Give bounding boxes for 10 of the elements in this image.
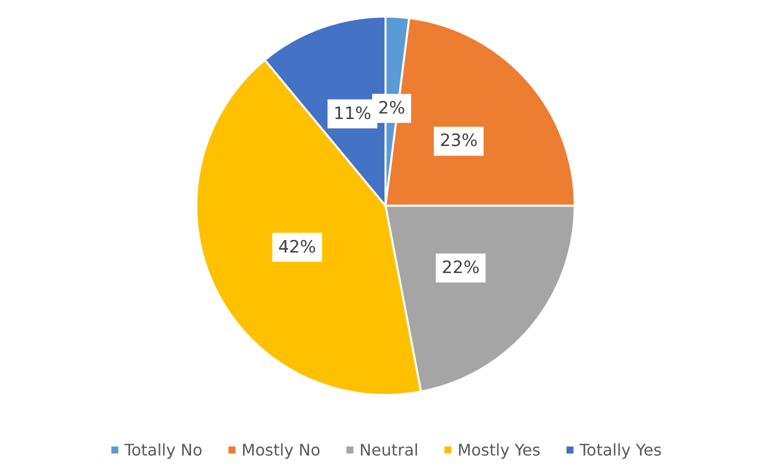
data-label: 42%	[278, 237, 316, 258]
data-label: 23%	[440, 131, 478, 152]
data-label: 22%	[442, 258, 480, 278]
legend-label: Neutral	[359, 440, 418, 460]
data-label: 2%	[378, 98, 406, 118]
legend-label: Totally No	[123, 440, 202, 460]
legend-label: Mostly Yes	[457, 440, 540, 460]
legend-label: Mostly No	[241, 440, 320, 460]
legend-label: Totally Yes	[578, 440, 662, 460]
data-label: 11%	[334, 104, 372, 124]
